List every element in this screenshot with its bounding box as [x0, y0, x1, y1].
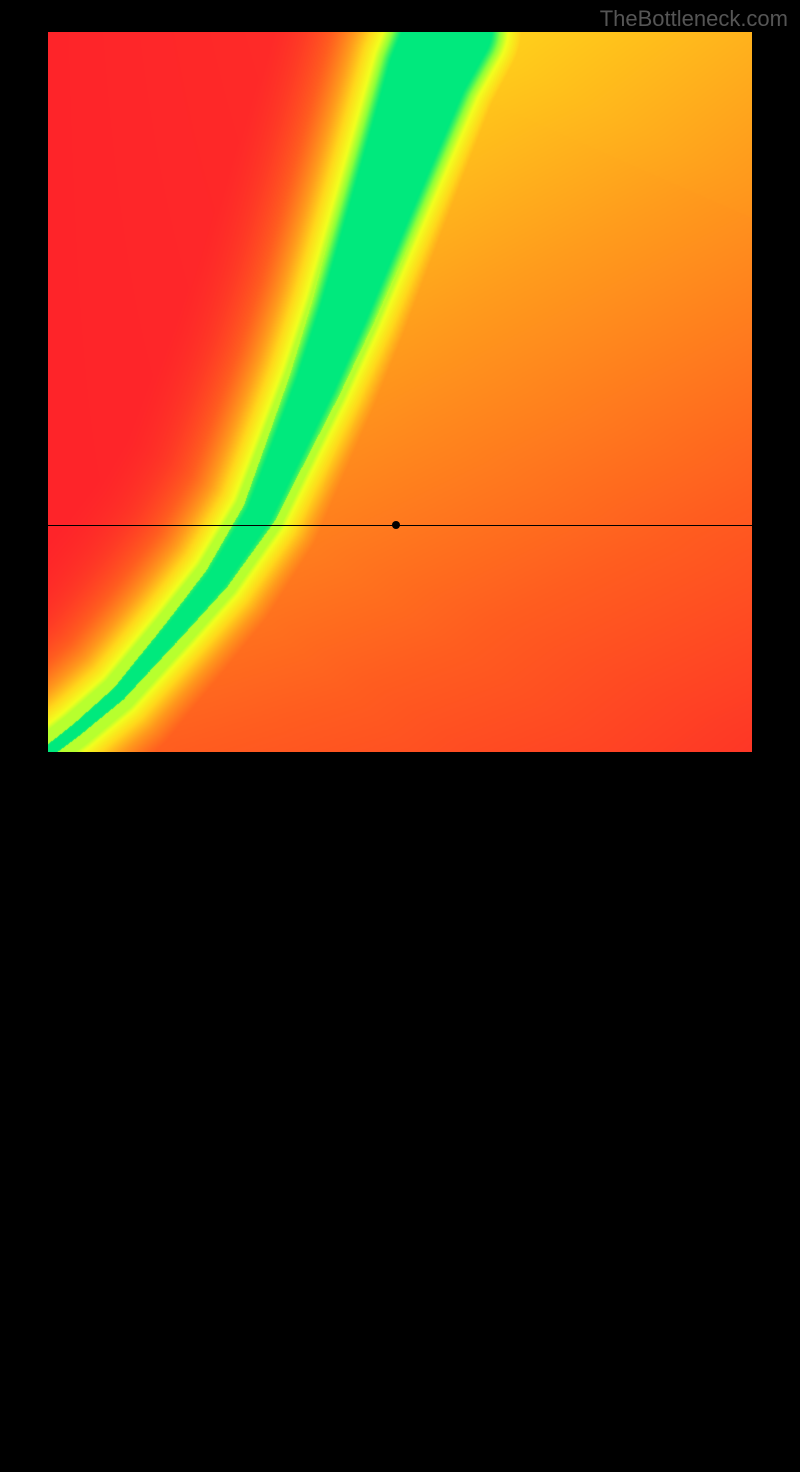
watermark-text: TheBottleneck.com: [600, 6, 788, 32]
plot-area: [48, 32, 752, 752]
crosshair-marker: [392, 521, 400, 529]
heatmap-canvas: [48, 32, 752, 752]
crosshair-vertical: [396, 752, 397, 1472]
